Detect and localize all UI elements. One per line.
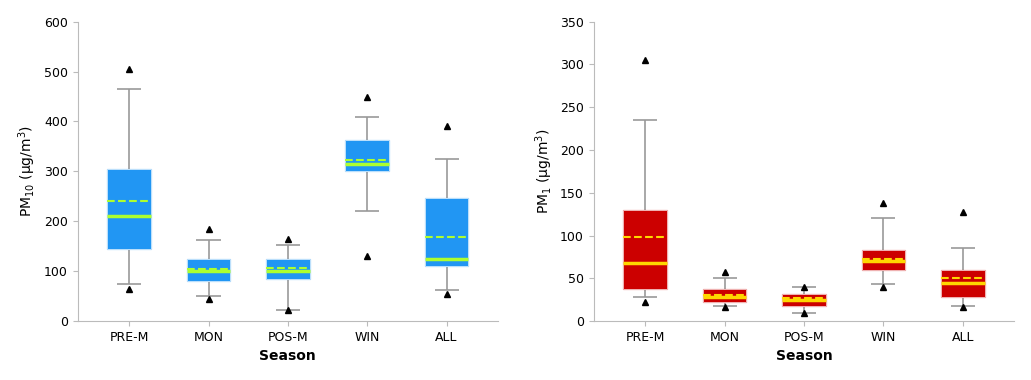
Bar (187, 259, 230, 281)
Bar (624, 210, 667, 288)
Bar (425, 198, 468, 266)
Bar (187, 259, 230, 281)
Bar (107, 169, 151, 249)
Bar (862, 250, 905, 270)
Bar (703, 290, 746, 302)
Bar (862, 250, 905, 270)
Bar (107, 169, 151, 249)
Y-axis label: PM$_{1}$ (μg/m$^{3}$): PM$_{1}$ (μg/m$^{3}$) (533, 128, 555, 214)
X-axis label: Season: Season (775, 349, 832, 363)
X-axis label: Season: Season (260, 349, 317, 363)
Bar (941, 270, 985, 297)
Bar (703, 290, 746, 302)
Bar (266, 259, 309, 279)
Bar (345, 141, 389, 171)
Bar (624, 210, 667, 288)
Bar (425, 198, 468, 266)
Bar (941, 270, 985, 297)
Bar (783, 294, 826, 306)
Bar (266, 259, 309, 279)
Bar (345, 141, 389, 171)
Bar (783, 294, 826, 306)
Y-axis label: PM$_{10}$ (μg/m$^{3}$): PM$_{10}$ (μg/m$^{3}$) (16, 125, 38, 217)
